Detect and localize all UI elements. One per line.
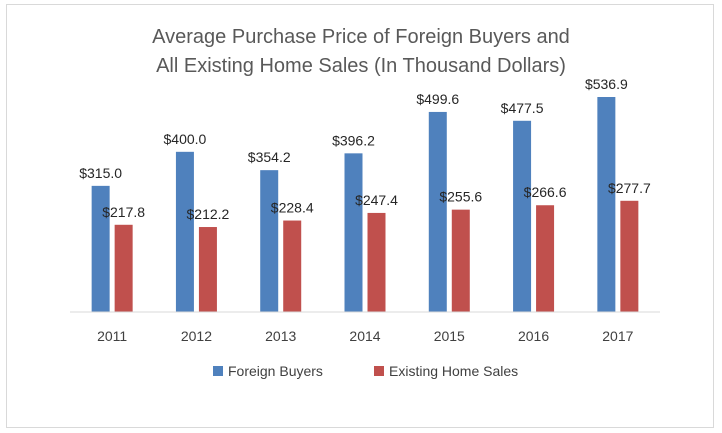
x-tick-label-2017: 2017 [602, 328, 633, 344]
data-label-foreign-buyers-2017: $536.9 [585, 76, 628, 92]
bar-existing-home-sales-2017 [620, 200, 639, 312]
legend: Foreign Buyers Existing Home Sales [213, 363, 518, 379]
bar-foreign-buyers-2011 [91, 185, 110, 312]
bar-foreign-buyers-2017 [597, 97, 616, 312]
bar-existing-home-sales-2016 [536, 205, 555, 312]
chart-title-line-1: Average Purchase Price of Foreign Buyers… [152, 26, 570, 48]
legend-label-existing-home-sales: Existing Home Sales [389, 363, 518, 379]
legend-swatch-foreign-buyers [213, 366, 223, 376]
data-label-existing-home-sales-2015: $255.6 [439, 189, 482, 205]
bar-foreign-buyers-2013 [260, 170, 279, 312]
chart-title-line-2: All Existing Home Sales (In Thousand Dol… [156, 55, 566, 77]
data-label-foreign-buyers-2016: $477.5 [501, 100, 544, 116]
data-label-foreign-buyers-2013: $354.2 [248, 149, 291, 165]
legend-label-foreign-buyers: Foreign Buyers [228, 363, 323, 379]
x-tick-label-2013: 2013 [265, 328, 296, 344]
x-tick-label-2015: 2015 [434, 328, 465, 344]
bar-existing-home-sales-2011 [114, 224, 133, 312]
x-tick-label-2014: 2014 [349, 328, 380, 344]
bar-existing-home-sales-2013 [283, 220, 302, 312]
bar-foreign-buyers-2015 [428, 111, 447, 312]
data-label-foreign-buyers-2015: $499.6 [416, 91, 459, 107]
data-label-foreign-buyers-2011: $315.0 [79, 165, 122, 181]
data-label-foreign-buyers-2014: $396.2 [332, 132, 375, 148]
bar-foreign-buyers-2012 [175, 151, 194, 312]
data-label-existing-home-sales-2011: $217.8 [102, 204, 145, 220]
bar-existing-home-sales-2015 [451, 209, 470, 312]
x-tick-label-2016: 2016 [518, 328, 549, 344]
bar-existing-home-sales-2014 [367, 212, 386, 312]
bar-foreign-buyers-2014 [344, 153, 363, 312]
data-label-existing-home-sales-2014: $247.4 [355, 192, 398, 208]
data-label-foreign-buyers-2012: $400.0 [164, 131, 207, 147]
x-tick-label-2011: 2011 [97, 328, 127, 344]
data-label-existing-home-sales-2012: $212.2 [187, 206, 230, 222]
data-label-existing-home-sales-2017: $277.7 [608, 180, 651, 196]
bar-foreign-buyers-2016 [513, 120, 532, 312]
data-label-existing-home-sales-2016: $266.6 [524, 184, 567, 200]
bar-existing-home-sales-2012 [198, 227, 217, 312]
data-label-existing-home-sales-2013: $228.4 [271, 200, 314, 216]
x-tick-label-2012: 2012 [181, 328, 212, 344]
legend-swatch-existing-home-sales [374, 366, 384, 376]
